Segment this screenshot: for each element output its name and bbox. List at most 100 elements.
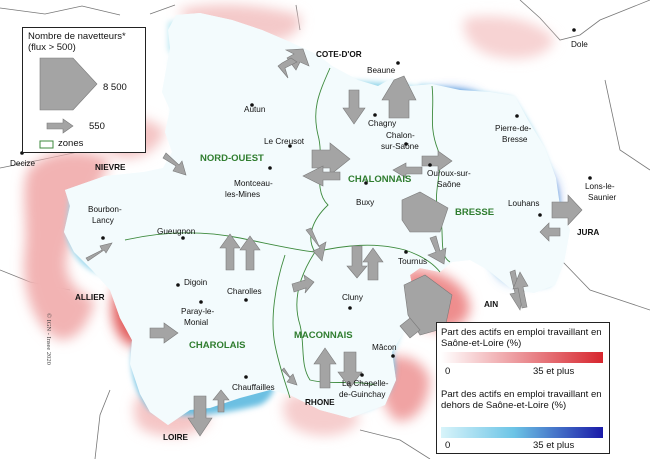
city-beaune: Beaune [367, 66, 396, 75]
city-ouroux-line2: Saône [437, 180, 461, 189]
inside-max: 35 et plus [533, 366, 575, 377]
arrow-east-west [392, 162, 423, 179]
zone-labels: NORD-OUEST CHALONNAIS BRESSE CHAROLAIS M… [189, 153, 494, 351]
arrow-ain-up [512, 271, 529, 309]
city-pierre-line2: Bresse [502, 135, 528, 144]
flux-arrows [85, 48, 583, 437]
city-lons-line1: Lons-le- [585, 182, 615, 191]
city-lons-line2: Saunier [588, 193, 616, 202]
arrow-rhone-west [281, 367, 298, 386]
arrow-autun-north [284, 48, 310, 71]
city-pierre: Pierre-de- Bresse [495, 124, 532, 144]
city-buxy: Buxy [356, 198, 375, 207]
flux-small-value: 550 [89, 121, 105, 132]
zone-swatch [39, 140, 54, 149]
inside-legend-title: Part des actifs en emploi travaillant en… [441, 327, 602, 349]
city-bourbon-line2: Lancy [92, 216, 115, 225]
flux-big-value: 8 500 [103, 82, 127, 93]
dept-jura: JURA [577, 228, 599, 237]
arrow-chapelle-up [313, 347, 337, 389]
dept-cote-dor: COTE-D'OR [316, 50, 362, 59]
flux-legend-title: Nombre de navetteurs* [28, 31, 126, 42]
city-le-creusot: Le Creusot [264, 137, 305, 146]
arrow-charolles-up2 [239, 235, 261, 271]
city-montceau: Montceau-les-Mines [225, 179, 273, 199]
city-montceau-line1: Montceau- [234, 179, 273, 188]
city-ouroux: Ouroux-sur- Saône [427, 169, 471, 189]
arrow-buxy-sud [305, 227, 327, 262]
zone-charolais: CHAROLAIS [189, 340, 245, 351]
outside-max: 35 et plus [533, 440, 575, 451]
dept-rhone: RHONE [305, 398, 335, 407]
arrow-chagny-beaune [342, 89, 366, 125]
arrow-beaune-big [381, 75, 417, 119]
city-chalon: Chalon-sur-Saône [381, 131, 419, 151]
arrow-cluny-up [362, 247, 384, 281]
dept-nievre: NIEVRE [95, 163, 126, 172]
city-chapelle-line1: La Chapelle- [342, 379, 389, 388]
outside-legend-title: Part des actifs en emploi travaillant en… [441, 389, 602, 411]
share-legend: Part des actifs en emploi travaillant en… [436, 322, 610, 454]
city-chalon-line1: Chalon- [386, 131, 415, 140]
zone-nord-ouest: NORD-OUEST [200, 153, 264, 164]
city-pierre-line1: Pierre-de- [495, 124, 532, 133]
flux-legend-subtitle: (flux > 500) [28, 42, 76, 53]
arrow-nievre-east [162, 152, 187, 176]
arrow-tournus [427, 235, 447, 265]
city-bourbon: Bourbon- Lancy [88, 205, 122, 225]
small-arrow-symbol [46, 118, 74, 134]
copyright: © IGN - Insee 2020 [45, 313, 52, 365]
city-paray: Paray-le- Monial [181, 307, 214, 327]
city-charolles: Charolles [227, 287, 262, 296]
city-autun: Autun [244, 105, 266, 114]
zone-bresse: BRESSE [455, 207, 494, 218]
big-arrow-symbol [39, 57, 98, 111]
city-paray-line1: Paray-le- [181, 307, 214, 316]
city-ouroux-line1: Ouroux-sur- [427, 169, 471, 178]
city-decize: Decize [10, 159, 35, 168]
arrow-cluny-down [346, 245, 368, 279]
arrow-beaune-south [277, 57, 298, 79]
arrow-paray-in [149, 322, 179, 344]
arrow-louhans-jura-east [551, 194, 583, 226]
city-digoin: Digoin [184, 278, 208, 287]
department-labels: COTE-D'OR NIEVRE JURA ALLIER AIN RHONE L… [75, 50, 599, 442]
arrow-paray-north [291, 274, 315, 294]
outside-ramp [441, 427, 603, 438]
dept-loire: LOIRE [163, 433, 189, 442]
city-chapelle: La Chapelle-de-Guinchay [339, 379, 389, 399]
arrow-charolles-up [219, 233, 241, 271]
city-chauffailles: Chauffailles [232, 383, 275, 392]
arrow-loire-up [212, 389, 230, 413]
inside-ramp [441, 352, 603, 363]
city-tournus: Tournus [398, 257, 427, 266]
arrow-bresse-big [401, 191, 449, 233]
flux-legend: Nombre de navetteurs* (flux > 500) 8 500… [22, 27, 146, 153]
inside-min: 0 [445, 366, 451, 377]
city-macon: Mâcon [372, 343, 397, 352]
city-cluny: Cluny [342, 293, 364, 302]
arrow-chauffailles-down [187, 395, 213, 437]
city-chapelle-line2: de-Guinchay [339, 390, 386, 399]
flux-legend-symbols [39, 57, 98, 149]
city-paray-line2: Monial [184, 318, 208, 327]
zone-maconnais: MACONNAIS [294, 330, 353, 341]
city-chagny: Chagny [368, 119, 397, 128]
city-gueugnon: Gueugnon [157, 227, 196, 236]
arrow-bourbon-out [85, 242, 113, 262]
outside-min: 0 [445, 440, 451, 451]
city-bourbon-line1: Bourbon- [88, 205, 122, 214]
arrow-jura-west [539, 222, 561, 242]
city-montceau-line2: les-Mines [225, 190, 260, 199]
city-dole: Dole [571, 40, 588, 49]
cities: Dole Beaune Autun Decize Le Creusot Chag… [10, 28, 616, 399]
arrow-ain-small [399, 317, 421, 339]
zone-chalonnais: CHALONNAIS [348, 174, 411, 185]
city-louhans: Louhans [508, 199, 539, 208]
dept-ain: AIN [484, 300, 498, 309]
arrow-nord-ouest-out [302, 165, 341, 187]
city-lons: Lons-le- Saunier [585, 182, 616, 202]
